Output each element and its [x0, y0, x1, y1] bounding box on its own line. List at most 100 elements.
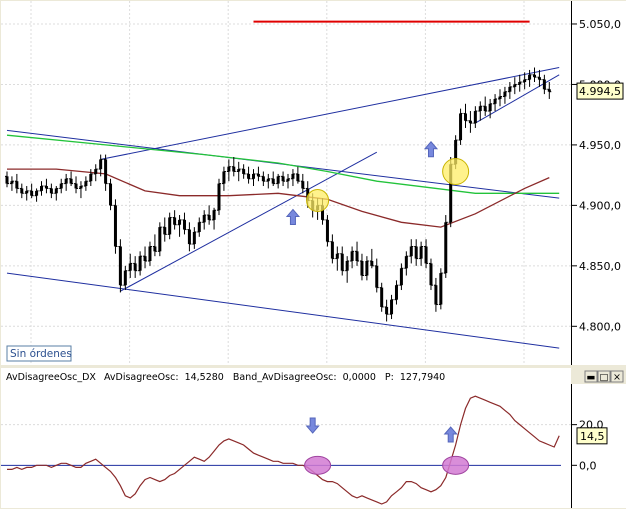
bar-body — [429, 263, 433, 286]
price-axis-area — [572, 1, 626, 365]
moving-average-mid — [7, 168, 550, 228]
bar-body — [449, 164, 453, 223]
price-bar — [39, 181, 44, 196]
price-bar — [93, 164, 98, 182]
bar-body — [306, 188, 310, 201]
bar-body — [390, 299, 394, 315]
bar-body — [44, 186, 48, 189]
price-bar — [493, 94, 498, 112]
bar-body — [148, 246, 152, 261]
bar-body — [54, 188, 58, 194]
bar-body — [79, 186, 83, 189]
minimize-button[interactable]: ▬ — [584, 370, 598, 383]
price-bar — [226, 159, 231, 182]
bar-body — [399, 268, 403, 286]
bar-body — [454, 140, 458, 165]
oscillator-axis: 20,00,014,5 — [571, 384, 608, 508]
bar-body — [321, 205, 325, 220]
price-bar — [64, 173, 69, 191]
orders-status-box[interactable]: Sin órdenes — [6, 345, 72, 362]
price-bar — [300, 173, 305, 194]
bar-body — [113, 205, 117, 247]
bar-body — [325, 219, 329, 242]
bar-body — [192, 231, 196, 245]
oscillator-plot-area — [1, 368, 571, 508]
restore-button[interactable]: □ — [597, 370, 611, 383]
bar-body — [488, 103, 492, 112]
osc-header: AvDisagreeOsc_DX AvDisagreeOsc: 14,5280 … — [6, 372, 445, 383]
up-arrow-icon — [443, 426, 458, 443]
moving-average-long — [6, 134, 560, 194]
bar-body — [483, 106, 487, 112]
price-bar — [113, 199, 118, 254]
bar-body — [439, 273, 443, 305]
up-arrow-icon — [285, 208, 301, 225]
price-tick-label: 4.850,0 — [579, 260, 621, 273]
price-bar — [167, 212, 172, 240]
osc-p: 127,7940 — [400, 372, 445, 383]
bar-body — [207, 215, 211, 220]
price-bar — [517, 74, 522, 92]
bar-body — [291, 173, 295, 179]
bar-body — [503, 91, 507, 97]
oscillator-axis-area — [572, 384, 626, 508]
bar-body — [178, 219, 182, 225]
minimize-icon: ▬ — [587, 372, 596, 383]
price-bar — [458, 108, 463, 145]
bar-body — [84, 181, 88, 187]
bar-body — [222, 171, 226, 184]
bar-body — [533, 74, 537, 78]
bar-body — [513, 84, 517, 87]
price-bar — [83, 176, 88, 191]
price-bar — [251, 169, 256, 187]
price-bar — [192, 227, 197, 249]
bar-body — [523, 79, 527, 83]
price-bar — [286, 173, 291, 189]
price-bar — [118, 239, 123, 293]
bar-body — [365, 261, 369, 276]
price-bar — [290, 169, 295, 187]
price-bar — [404, 251, 409, 276]
panel-separator[interactable] — [0, 365, 626, 368]
bar-body — [187, 229, 191, 245]
price-bar — [177, 215, 182, 237]
price-bar — [231, 157, 236, 177]
bar-body — [335, 253, 339, 259]
bar-body — [202, 215, 206, 223]
price-bar — [19, 183, 24, 199]
bar-body — [10, 181, 14, 184]
last-price-box — [576, 82, 624, 100]
price-bar — [49, 183, 54, 199]
bar-body — [419, 246, 423, 259]
price-bar — [384, 299, 389, 322]
price-tick-label: 4.950,0 — [579, 139, 621, 152]
bar-body — [64, 178, 68, 184]
price-bar — [157, 222, 162, 257]
price-bar — [162, 217, 167, 242]
price-bar — [236, 161, 241, 182]
bar-body — [537, 77, 541, 80]
bar-body — [355, 251, 359, 261]
price-bar — [394, 280, 399, 305]
price-axis: 5.050,05.000,04.950,04.900,04.850,04.800… — [571, 1, 624, 365]
price-bar — [483, 96, 488, 116]
bar-body — [360, 261, 364, 276]
bar-body — [35, 190, 39, 196]
bar-body — [463, 113, 467, 121]
price-bar — [123, 265, 128, 291]
close-button[interactable]: × — [610, 370, 624, 383]
price-bar — [88, 169, 93, 187]
price-gridlines — [1, 1, 571, 365]
price-bar — [512, 77, 517, 95]
price-bar — [147, 241, 152, 266]
bar-body — [409, 246, 413, 257]
price-bars — [5, 67, 552, 322]
osc-last-value-label: 14,5 — [580, 430, 605, 443]
price-bar — [261, 171, 266, 187]
price-bar — [547, 82, 552, 99]
bar-body — [40, 186, 44, 191]
price-bar — [133, 256, 138, 278]
bar-body — [15, 181, 19, 189]
bar-body — [301, 181, 305, 189]
